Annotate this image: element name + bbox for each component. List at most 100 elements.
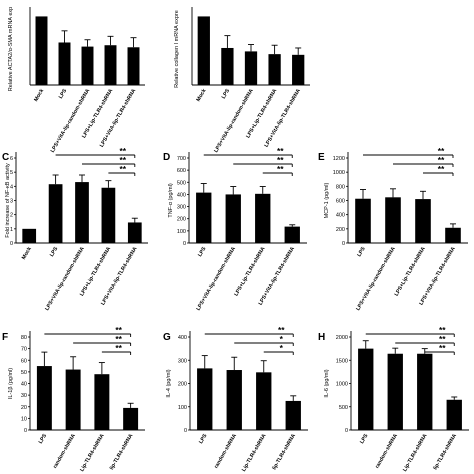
y-tick-label: 3 [10, 199, 13, 205]
y-tick-label: 70 [21, 347, 27, 353]
bar-1 [35, 16, 48, 85]
y-tick-label: 400 [177, 192, 186, 198]
chart-panel-b: Relative collagen I mRNA expre Mock LPSLPS… [174, 7, 310, 154]
y-tick-label: 0 [10, 241, 13, 247]
bar-3 [256, 372, 272, 430]
category-label: LPS+VitA-lip-random-shRNA [50, 88, 92, 154]
significance-label: ** [115, 343, 122, 353]
bar-1 [197, 16, 210, 85]
significance-label: ** [115, 334, 122, 344]
significance-label: ** [119, 164, 126, 174]
significance-label: ** [119, 155, 126, 165]
y-tick-label: 5 [10, 170, 13, 176]
category-label: Lip-TLR4-shRNA [241, 433, 267, 473]
bar-4 [104, 45, 117, 85]
y-tick-label: 1200 [333, 156, 345, 162]
panel-letter: C [2, 152, 9, 163]
chart-panel-d: D 0 100 200 300 400 500 600 700 TNF-α (pg/ml) LPS L… [163, 146, 307, 312]
panel-letter: F [2, 332, 8, 343]
y-tick-label: 60 [21, 358, 27, 364]
bar-1 [197, 368, 213, 430]
category-label: lip-TLR4-shRNA [271, 433, 297, 471]
y-tick-label: 1500 [336, 358, 348, 364]
significance-label: ** [278, 325, 285, 335]
category-label: LPS [198, 433, 209, 445]
y-tick-label: 0 [24, 428, 27, 434]
y-axis-label: Relative ACTA2/α-SMA mRNA exp [8, 7, 14, 91]
y-tick-label: 0 [342, 241, 345, 247]
bar-3 [94, 374, 110, 430]
category-label: lip-TLR4-shRNA [109, 433, 135, 471]
bar-2 [58, 42, 71, 85]
panel-letter: H [318, 332, 325, 343]
category-label: LPS [38, 433, 49, 445]
significance-label: ** [439, 343, 446, 353]
y-tick-label: 0 [184, 428, 187, 434]
y-axis-label: IL-4 (pg/ml) [166, 369, 172, 397]
y-tick-label: 0 [183, 241, 186, 247]
bar-2 [225, 194, 241, 243]
category-label: LPS+Lip-TLR4-shRNA [233, 246, 266, 297]
panel-letter: G [163, 332, 171, 343]
y-axis-label: TNF-α (pg/ml) [168, 183, 174, 218]
y-tick-label: 1000 [333, 170, 345, 176]
y-tick-label: 400 [178, 335, 187, 341]
significance-label: ** [277, 164, 284, 174]
chart-panel-e: E 0 200 400 600 800 1000 1200 MCP-1 (pg/ml) LPS LP… [318, 146, 468, 312]
bar-1 [358, 348, 374, 430]
bar-3 [415, 199, 431, 243]
significance-label: ** [115, 325, 122, 335]
y-axis-label: MCP-1 (pg/ml) [324, 182, 330, 218]
y-tick-label: 50 [21, 370, 27, 376]
y-tick-label: 2 [10, 213, 13, 219]
y-tick-label: 1000 [336, 382, 348, 388]
significance-label: ** [277, 146, 284, 156]
y-tick-label: 30 [21, 393, 27, 399]
y-tick-label: 6 [10, 156, 13, 162]
significance-label: ** [119, 146, 126, 156]
category-label: Lip-TLR4-shRNA [402, 433, 428, 473]
category-label: LPS [356, 246, 367, 258]
category-label: LPS [359, 433, 370, 445]
category-label: LPS+Lip-TLR4-shRNA [394, 246, 427, 297]
y-tick-label: 200 [336, 227, 345, 233]
significance-label: ** [277, 155, 284, 165]
y-tick-label: 500 [177, 180, 186, 186]
category-label: Mock [21, 246, 33, 261]
y-tick-label: 80 [21, 335, 27, 341]
y-tick-label: 4 [10, 184, 13, 190]
bar-2 [385, 197, 401, 243]
y-tick-label: 600 [336, 199, 345, 205]
category-label: random-shRNA [52, 433, 77, 470]
y-tick-label: 300 [177, 205, 186, 211]
category-label: LPS+VitA-lip-TLR4-shRNA [418, 246, 456, 307]
bar-4 [445, 227, 461, 243]
y-tick-label: 600 [177, 168, 186, 174]
bar-3 [255, 193, 271, 243]
category-label: LPS [221, 88, 232, 100]
bar-3 [75, 182, 89, 243]
significance-label: ** [438, 146, 445, 156]
y-tick-label: 10 [21, 416, 27, 422]
y-tick-label: 100 [177, 229, 186, 235]
y-tick-label: 300 [178, 358, 187, 364]
y-axis-label: Fold increase of NF-κB activity [5, 163, 11, 238]
significance-label: * [280, 334, 284, 344]
significance-label: ** [438, 155, 445, 165]
bar-1 [355, 198, 371, 243]
y-tick-label: 100 [178, 405, 187, 411]
category-label: random-shRNA [213, 433, 238, 470]
bar-2 [48, 184, 63, 243]
bar-4 [446, 399, 462, 430]
bar-4 [123, 407, 139, 430]
category-label: lip-TLR4-shRNA [432, 433, 458, 471]
category-label: Lip-TLR4-shRNA [79, 433, 105, 473]
category-label: LPS+VitA-lip-TLR4-shRNA [258, 246, 296, 307]
significance-label: * [280, 343, 284, 353]
y-tick-label: 700 [177, 156, 186, 162]
bar-1 [22, 228, 37, 243]
category-label: LPS [197, 246, 208, 258]
y-tick-label: 200 [178, 382, 187, 388]
bar-2 [65, 369, 81, 430]
